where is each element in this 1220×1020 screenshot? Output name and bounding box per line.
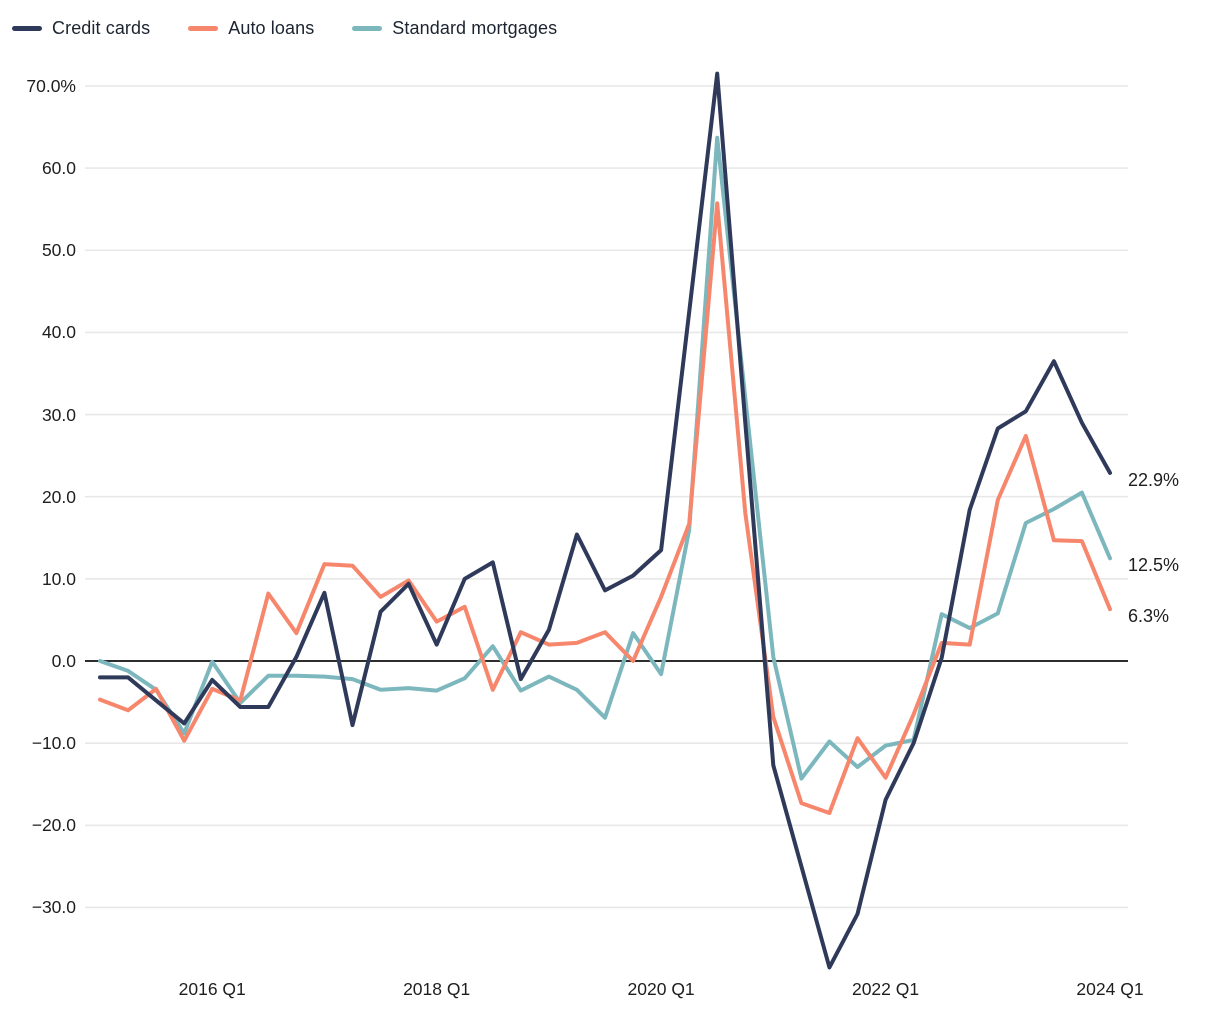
y-axis-tick-label: −20.0 [31,815,76,836]
x-axis-tick-label: 2024 Q1 [1076,979,1144,999]
legend-label-auto-loans: Auto loans [228,18,315,38]
x-axis-tick-label: 2018 Q1 [403,979,471,999]
y-axis-tick-label: 70.0% [26,75,76,96]
legend-item-credit-cards: Credit cards [12,18,150,39]
x-axis-tick-label: 2020 Q1 [627,979,695,999]
legend-swatch-credit-cards [12,26,42,31]
x-axis-tick-label: 2016 Q1 [178,979,246,999]
series-line-credit-cards [98,71,1112,970]
end-label-auto-loans: 6.3% [1128,606,1170,627]
legend-swatch-auto-loans [188,26,219,31]
y-axis-tick-label: 10.0 [41,568,76,589]
y-axis-tick-label: 50.0 [41,240,76,261]
y-axis-tick-label: 40.0 [41,322,76,343]
legend-item-standard-mortgages: Standard mortgages [352,18,557,39]
gridlines [85,85,1128,909]
series-line-auto-loans [98,201,1112,815]
legend: Credit cards Auto loans Standard mortgag… [12,18,557,39]
y-axis-tick-label: 0.0 [51,651,76,671]
legend-item-auto-loans: Auto loans [188,18,314,39]
legend-swatch-standard-mortgages [352,26,383,31]
y-axis-tick-label: −10.0 [31,733,76,754]
y-axis-tick-label: 30.0 [41,404,76,425]
end-label-credit-cards: 22.9% [1128,469,1180,490]
legend-label-credit-cards: Credit cards [52,18,151,38]
x-axis-tick-label: 2022 Q1 [851,979,920,999]
series-lines [98,71,1112,970]
end-label-standard-mortgages: 12.5% [1128,555,1180,576]
series-line-standard-mortgages [98,135,1112,781]
y-axis-tick-label: 20.0 [41,486,76,507]
y-axis-tick-label: 60.0 [41,158,76,179]
legend-label-standard-mortgages: Standard mortgages [392,18,558,38]
y-axis-tick-label: −30.0 [31,897,76,918]
